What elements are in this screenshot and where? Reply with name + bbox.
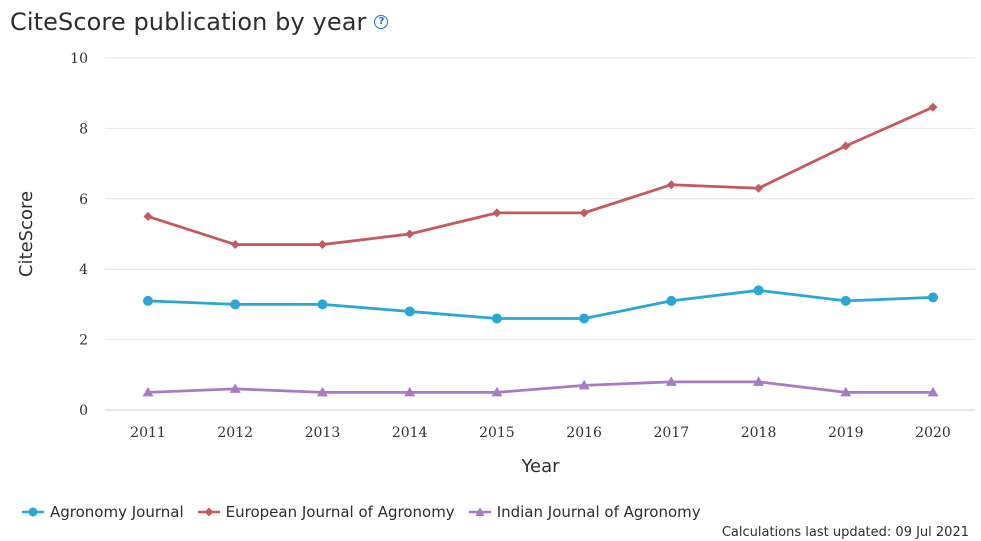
y-tick-label: 4 [79, 262, 88, 278]
series-line [147, 380, 933, 394]
x-tick-label: 2020 [915, 425, 951, 441]
x-tick-label: 2015 [479, 425, 515, 441]
data-point[interactable] [230, 240, 240, 250]
data-point[interactable] [143, 295, 153, 306]
y-tick-label: 10 [70, 51, 88, 67]
data-point[interactable] [840, 386, 852, 397]
y-tick-label: 6 [79, 192, 88, 208]
data-point[interactable] [666, 180, 676, 190]
x-tick-label: 2018 [741, 425, 777, 441]
x-tick-label: 2012 [217, 425, 253, 441]
x-tick-label: 2019 [828, 425, 864, 441]
last-updated-text: Calculations last updated: 09 Jul 2021 [721, 525, 969, 540]
data-point[interactable] [754, 183, 764, 193]
legend-label: European Journal of Agronomy [225, 503, 455, 521]
y-axis-label: CiteScore [16, 191, 37, 277]
chart-title: CiteScore publication by year [10, 8, 367, 36]
legend-triangle-icon [468, 507, 491, 516]
y-axis-ticks: 0 2 4 6 8 10 [70, 51, 88, 419]
x-axis-label: Year [520, 456, 560, 477]
x-tick-label: 2016 [566, 425, 602, 441]
y-tick-label: 0 [79, 403, 88, 419]
data-point[interactable] [840, 295, 851, 306]
x-tick-label: 2011 [130, 425, 166, 441]
data-point[interactable] [405, 229, 415, 239]
data-point[interactable] [579, 208, 589, 218]
x-tick-label: 2017 [654, 425, 690, 441]
legend-item-indian-journal[interactable]: Indian Journal of Agronomy [468, 503, 701, 521]
data-point[interactable] [666, 295, 677, 306]
legend-circle-icon [22, 507, 44, 517]
data-point[interactable] [143, 211, 153, 221]
series-line [147, 106, 934, 246]
legend-label: Agronomy Journal [50, 503, 184, 521]
line-chart: 0 2 4 6 8 10 2011 2012 2013 2014 2015 2016 2017 2018… [16, 51, 975, 477]
data-point[interactable] [142, 386, 154, 397]
title-row: CiteScore publication by year ? [10, 8, 389, 36]
y-tick-label: 8 [79, 121, 88, 137]
legend-item-agronomy-journal[interactable]: Agronomy Journal [22, 503, 184, 521]
data-point[interactable] [665, 376, 677, 386]
data-point[interactable] [491, 313, 502, 324]
data-point[interactable] [404, 386, 416, 397]
legend-diamond-icon [197, 507, 220, 517]
data-point[interactable] [316, 386, 328, 397]
data-point[interactable] [753, 376, 765, 386]
x-tick-label: 2013 [305, 425, 341, 441]
data-point[interactable] [491, 386, 503, 397]
data-point[interactable] [230, 299, 241, 310]
data-point[interactable] [927, 386, 939, 397]
data-point[interactable] [753, 285, 764, 296]
data-point[interactable] [928, 292, 938, 303]
data-point[interactable] [492, 208, 502, 218]
legend-item-european-journal[interactable]: European Journal of Agronomy [197, 503, 455, 521]
legend: Agronomy Journal European Journal of Agr… [22, 503, 715, 521]
data-point[interactable] [317, 299, 328, 310]
data-point[interactable] [317, 240, 327, 250]
data-point[interactable] [841, 141, 851, 151]
data-point[interactable] [928, 102, 938, 112]
data-point[interactable] [404, 306, 415, 317]
grid-lines [105, 57, 975, 411]
help-icon[interactable]: ? [374, 15, 389, 29]
data-point[interactable] [578, 379, 590, 390]
data-point[interactable] [229, 383, 241, 393]
series-group [142, 102, 939, 397]
x-axis-ticks: 2011 2012 2013 2014 2015 2016 2017 2018 2019 2020 [130, 425, 951, 441]
legend-label: Indian Journal of Agronomy [496, 503, 701, 521]
series-line [147, 288, 934, 320]
y-tick-label: 2 [79, 333, 88, 349]
x-tick-label: 2014 [392, 425, 428, 441]
data-point[interactable] [579, 313, 590, 324]
